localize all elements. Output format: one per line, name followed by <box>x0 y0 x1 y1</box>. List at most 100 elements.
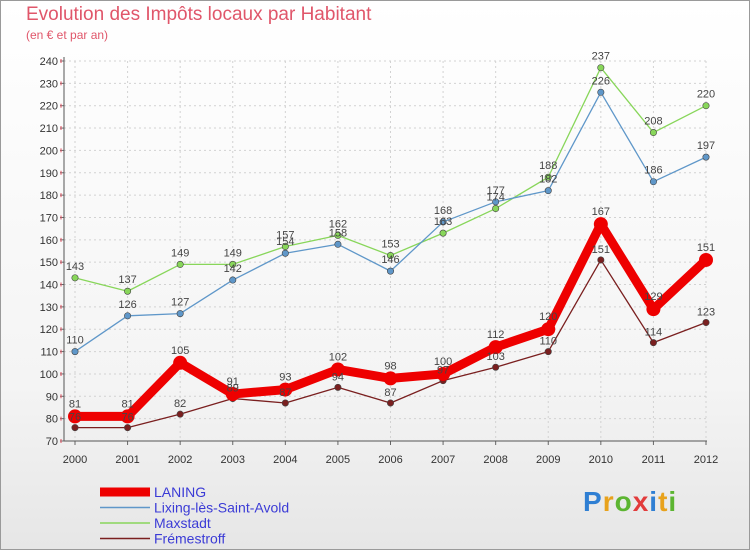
data-labels: 143 137 149 149 157 162 153 163 174 188 237 208 220 1… <box>66 51 715 424</box>
logo-letter: P <box>583 486 603 517</box>
x-tick-label-2002: 2002 <box>168 454 192 466</box>
marker-maxstadt-2000 <box>71 274 79 282</box>
x-tick-label-2009: 2009 <box>536 454 560 466</box>
legend-label-maxstadt: Maxstadt <box>154 515 211 531</box>
marker-lixing-l-s-saint-avold-2011 <box>649 178 657 186</box>
y-tick-label-80: 80 <box>46 414 58 426</box>
marker-lixing-l-s-saint-avold-2006 <box>386 267 394 275</box>
data-label-maxstadt-2011: 208 <box>644 116 662 128</box>
y-tick-label-150: 150 <box>40 257 58 269</box>
data-label-laning-2012: 151 <box>697 242 715 254</box>
marker-maxstadt-2011 <box>649 129 657 137</box>
x-tick-label-2007: 2007 <box>431 454 455 466</box>
marker-fr-mestroff-2011 <box>649 339 657 347</box>
data-label-fr-mestroff-2008: 103 <box>486 351 504 363</box>
marker-laning-2009 <box>541 322 556 337</box>
data-label-laning-2010: 167 <box>592 206 610 218</box>
y-tick-label-210: 210 <box>40 123 58 135</box>
marker-lixing-l-s-saint-avold-2008 <box>492 198 500 206</box>
data-label-fr-mestroff-2006: 87 <box>384 387 396 399</box>
x-tick-label-2003: 2003 <box>221 454 245 466</box>
data-label-fr-mestroff-2002: 82 <box>174 398 186 410</box>
y-tick-label-100: 100 <box>40 369 58 381</box>
x-tick-label-2008: 2008 <box>483 454 507 466</box>
marker-lixing-l-s-saint-avold-2005 <box>334 240 342 248</box>
marker-maxstadt-2004 <box>281 243 289 251</box>
marker-fr-mestroff-2002 <box>176 410 184 418</box>
marker-lixing-l-s-saint-avold-2007 <box>439 218 447 226</box>
data-label-fr-mestroff-2003: 89 <box>227 383 239 395</box>
data-label-fr-mestroff-2007: 97 <box>437 365 449 377</box>
marker-maxstadt-2010 <box>597 64 605 72</box>
data-label-lixing-l-s-saint-avold-2012: 197 <box>697 140 715 152</box>
marker-maxstadt-2005 <box>334 231 342 239</box>
legend-label-lixing-l-s-saint-avold: Lixing-lès-Saint-Avold <box>154 500 289 516</box>
data-label-maxstadt-2012: 220 <box>697 89 715 101</box>
legend: LANINGLixing-lès-Saint-AvoldMaxstadtFrém… <box>100 484 289 547</box>
x-axis-ticks: 2000 2001 2002 2003 2004 2005 2006 2007 2008 2009… <box>63 454 718 466</box>
x-tick-label-2001: 2001 <box>115 454 139 466</box>
x-tick-label-2000: 2000 <box>63 454 87 466</box>
x-tick-label-2006: 2006 <box>378 454 402 466</box>
x-tick-label-2010: 2010 <box>589 454 613 466</box>
y-tick-label-160: 160 <box>40 235 58 247</box>
marker-maxstadt-2002 <box>176 260 184 268</box>
data-label-lixing-l-s-saint-avold-2002: 127 <box>171 297 189 309</box>
marker-fr-mestroff-2009 <box>544 348 552 356</box>
data-label-maxstadt-2007: 163 <box>434 216 452 228</box>
marker-lixing-l-s-saint-avold-2000 <box>71 348 79 356</box>
data-label-fr-mestroff-2005: 94 <box>332 371 344 383</box>
legend-label-fr-mestroff: Frémestroff <box>154 531 225 547</box>
logo-letter: i <box>649 486 659 517</box>
marker-maxstadt-2006 <box>386 251 394 259</box>
marker-lixing-l-s-saint-avold-2012 <box>702 153 710 161</box>
data-label-laning-2011: 129 <box>644 291 662 303</box>
y-tick-label-240: 240 <box>40 56 58 68</box>
marker-fr-mestroff-2001 <box>124 424 132 432</box>
y-tick-label-70: 70 <box>46 436 58 448</box>
data-label-fr-mestroff-2010: 151 <box>592 244 610 256</box>
data-label-maxstadt-2005: 162 <box>329 218 347 230</box>
data-label-lixing-l-s-saint-avold-2007: 168 <box>434 205 452 217</box>
data-label-maxstadt-2000: 143 <box>66 261 84 273</box>
data-label-maxstadt-2006: 153 <box>381 238 399 250</box>
marker-maxstadt-2012 <box>702 102 710 110</box>
chart-subtitle: (en € et par an) <box>26 28 109 42</box>
y-tick-label-110: 110 <box>40 347 58 359</box>
data-label-maxstadt-2004: 157 <box>276 230 294 242</box>
data-label-fr-mestroff-2004: 87 <box>279 387 291 399</box>
data-label-lixing-l-s-saint-avold-2010: 226 <box>592 75 610 87</box>
data-label-lixing-l-s-saint-avold-2003: 142 <box>224 263 242 275</box>
data-label-laning-2007: 100 <box>434 356 452 368</box>
proxiti-logo: Proxiti <box>583 486 677 518</box>
legend-label-laning: LANING <box>154 484 206 500</box>
data-label-maxstadt-2010: 237 <box>592 51 610 63</box>
y-tick-label-230: 230 <box>40 78 58 90</box>
marker-fr-mestroff-2006 <box>386 399 394 407</box>
marker-lixing-l-s-saint-avold-2010 <box>597 88 605 96</box>
y-tick-label-170: 170 <box>40 212 58 224</box>
y-tick-label-120: 120 <box>40 324 58 336</box>
y-tick-label-130: 130 <box>40 302 58 314</box>
marker-lixing-l-s-saint-avold-2003 <box>229 276 237 284</box>
data-label-maxstadt-2008: 174 <box>486 192 504 204</box>
marker-maxstadt-2003 <box>229 260 237 268</box>
data-label-fr-mestroff-2000: 76 <box>69 412 81 424</box>
x-tick-label-2005: 2005 <box>326 454 350 466</box>
x-tick-label-2011: 2011 <box>642 454 666 466</box>
marker-maxstadt-2008 <box>492 205 500 213</box>
x-tick-label-2004: 2004 <box>273 454 297 466</box>
logo-letter: t <box>658 486 669 517</box>
y-tick-label-180: 180 <box>40 190 58 202</box>
marker-laning-2012 <box>699 252 713 267</box>
data-label-maxstadt-2002: 149 <box>171 247 189 259</box>
marker-laning-2000 <box>68 409 82 424</box>
marker-laning-2002 <box>173 355 188 370</box>
axes <box>60 57 707 445</box>
data-label-fr-mestroff-2009: 110 <box>539 336 557 348</box>
data-label-lixing-l-s-saint-avold-2008: 177 <box>486 185 504 197</box>
marker-lixing-l-s-saint-avold-2009 <box>544 187 552 195</box>
marker-lixing-l-s-saint-avold-2001 <box>124 312 132 320</box>
